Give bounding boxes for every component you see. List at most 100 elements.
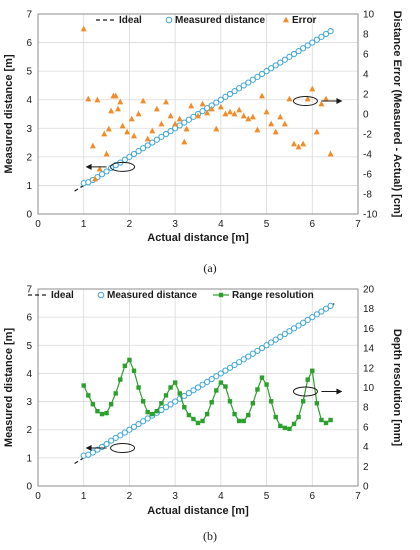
resolution-point <box>218 380 224 385</box>
measured-point <box>213 99 220 106</box>
y2-tick-label: 2 <box>363 462 369 473</box>
resolution-point <box>241 418 246 424</box>
measured-point <box>217 370 224 377</box>
error-point <box>204 109 211 116</box>
resolution-point <box>168 385 173 390</box>
measured-point <box>254 73 261 80</box>
measured-point <box>240 356 247 363</box>
error-point <box>115 105 121 112</box>
error-point <box>236 106 243 113</box>
error-point <box>181 138 188 145</box>
x-axis-label: Actual distance [m] <box>147 505 249 517</box>
resolution-point <box>278 423 283 429</box>
error-point <box>304 95 311 102</box>
error-point <box>158 120 165 127</box>
error-point <box>231 110 238 117</box>
measured-point <box>153 136 160 143</box>
error-point <box>117 98 124 105</box>
resolution-point <box>154 408 160 414</box>
y2-tick-label: -2 <box>363 130 372 141</box>
x-tick-label: 5 <box>264 219 270 230</box>
x-tick-label: 1 <box>81 491 87 502</box>
resolution-point <box>99 411 105 417</box>
x-tick-label: 0 <box>35 491 41 502</box>
error-point <box>208 105 215 112</box>
measured-point <box>231 88 238 95</box>
error-point <box>295 143 302 150</box>
resolution-point <box>323 420 329 426</box>
error-point <box>183 125 190 132</box>
resolution-point <box>140 399 146 404</box>
measured-point <box>286 328 293 335</box>
left-axis-indicator <box>85 443 136 454</box>
resolution-point <box>291 421 297 427</box>
measured-point <box>194 384 202 391</box>
measured-point <box>112 434 119 441</box>
error-point <box>128 115 135 122</box>
y-tick-label: 2 <box>26 152 32 163</box>
error-point <box>105 125 112 132</box>
panel-a: 0 1 2 3 4 5 6 701234567-10-8-6-4-20246810Actual… <box>3 10 403 276</box>
measured-point <box>144 142 151 149</box>
measured-point <box>236 85 243 92</box>
measured-point <box>121 429 128 436</box>
measured-point <box>135 148 142 155</box>
legend-label: Range resolution <box>232 290 314 301</box>
error-point <box>300 140 307 147</box>
error-point <box>112 92 119 99</box>
y2-tick-label: 8 <box>363 30 369 41</box>
measured-point <box>208 375 215 383</box>
error-point <box>199 100 206 107</box>
left-axis-arrowhead <box>85 163 92 170</box>
x-tick-label: 2 <box>127 219 133 230</box>
resolution-point <box>104 410 109 416</box>
measured-point <box>226 364 234 371</box>
resolution-point <box>150 411 155 417</box>
resolution-point <box>223 384 228 389</box>
error-point <box>89 142 96 149</box>
x-tick-label: 4 <box>218 219 224 230</box>
y2-tick-label: -8 <box>363 190 372 201</box>
y-tick-label: 0 <box>26 482 32 493</box>
y2-tick-label: 0 <box>363 110 369 121</box>
measured-point <box>263 342 270 349</box>
resolution-point <box>145 409 150 415</box>
y2-tick-label: 20 <box>363 285 375 296</box>
legend: Ideal Measured distance Range resolution <box>28 290 314 301</box>
measured-point <box>327 302 334 309</box>
right-axis-indicator <box>292 386 343 397</box>
measured-point <box>300 319 307 326</box>
error-point <box>313 128 320 135</box>
resolution-point <box>268 399 274 404</box>
resolution-point <box>255 387 260 392</box>
measured-point <box>245 79 252 86</box>
error-point <box>92 175 99 182</box>
left-axis-ellipse <box>110 443 136 454</box>
measured-point <box>322 305 330 312</box>
error-point <box>268 120 275 127</box>
measured-point <box>281 330 288 338</box>
resolution-point <box>314 401 320 406</box>
y-tick-label: 7 <box>26 10 32 21</box>
error-point <box>259 92 265 99</box>
error-point <box>94 96 101 103</box>
error-point <box>281 120 288 127</box>
measured-point <box>309 314 316 321</box>
resolution-point <box>282 425 288 431</box>
error-point <box>272 128 279 135</box>
measured-point <box>290 325 298 332</box>
resolution-point <box>108 402 114 407</box>
measured-point <box>318 33 325 40</box>
measured-point <box>309 39 316 46</box>
legend-label: Measured distance <box>107 290 197 301</box>
y2-tick-label: -10 <box>363 210 378 221</box>
error-point <box>119 122 126 129</box>
y-tick-label: 2 <box>26 425 32 436</box>
measured-point <box>108 437 115 444</box>
measured-point <box>240 82 247 89</box>
measured-point <box>277 333 284 340</box>
y2-axis-label: Distance Error (Measured - Actual) [cm] <box>391 11 403 218</box>
error-point <box>144 135 151 142</box>
measured-point <box>286 53 293 60</box>
y2-tick-label: 2 <box>363 90 369 101</box>
